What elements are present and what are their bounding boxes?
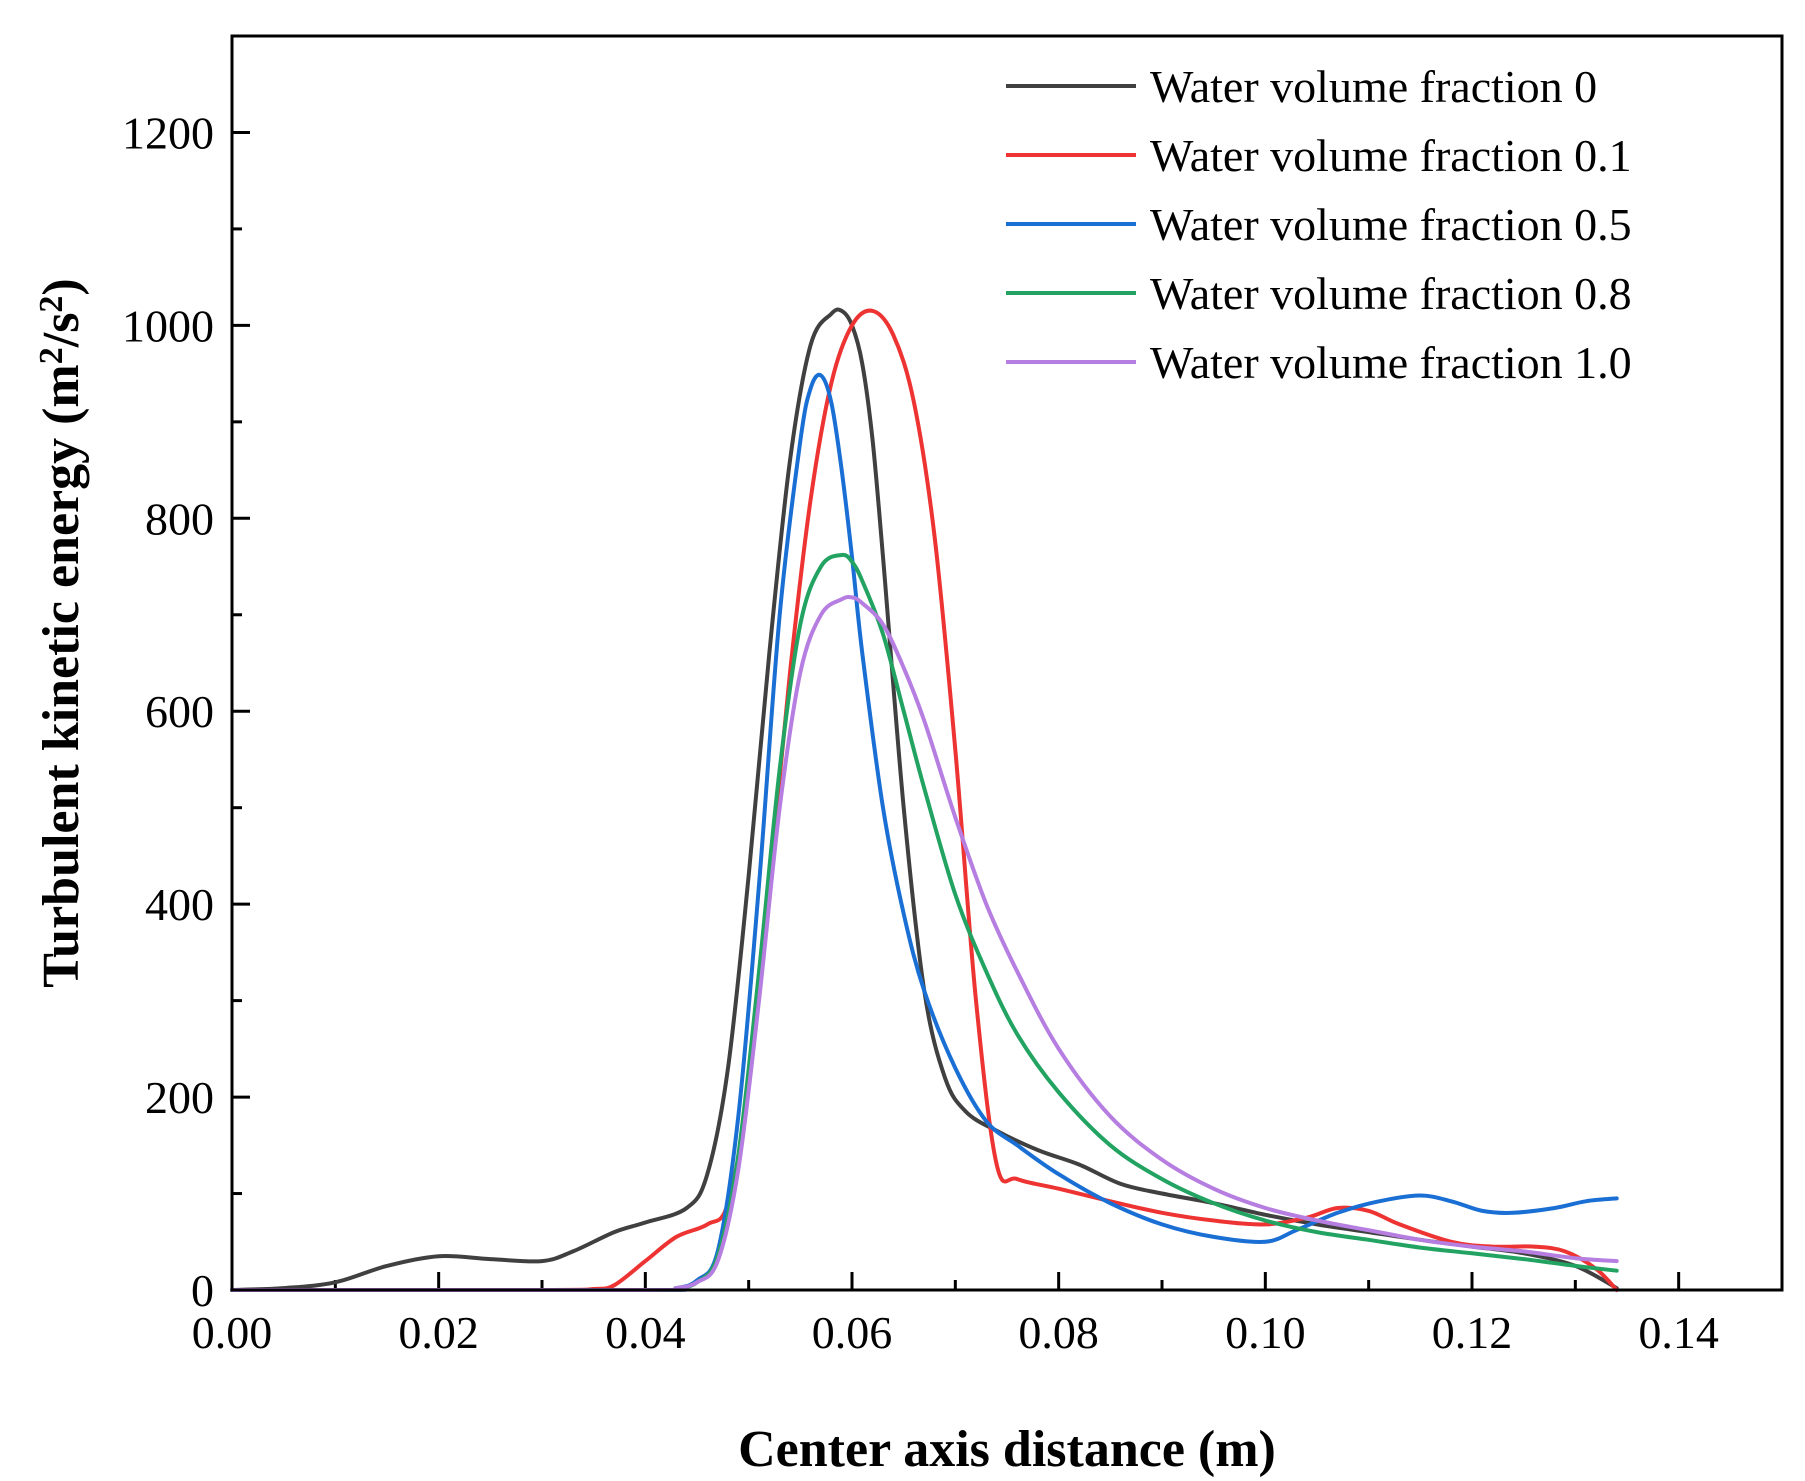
x-axis-title: Center axis distance (m) <box>738 1421 1276 1478</box>
x-tick-label: 0.06 <box>812 1307 893 1358</box>
x-tick-label: 0.12 <box>1432 1307 1513 1358</box>
y-tick-label: 1200 <box>122 107 214 158</box>
y-tick-label: 400 <box>145 879 214 930</box>
legend-label: Water volume fraction 0.8 <box>1150 268 1632 319</box>
series-line-2 <box>230 308 1619 1293</box>
y-tick-label: 800 <box>145 493 214 544</box>
series-line-3 <box>230 372 1619 1293</box>
plot-frame <box>230 34 1784 1292</box>
series-line-5 <box>230 594 1619 1293</box>
y-tick-label: 1000 <box>122 300 214 351</box>
legend: Water volume fraction 0 Water volume frac… <box>1006 61 1632 388</box>
series-line-1 <box>230 307 1619 1292</box>
y-tick-label: 200 <box>145 1072 214 1123</box>
y-axis-title-superscript-1: 2 <box>33 347 70 364</box>
x-tick-label: 0.04 <box>605 1307 686 1358</box>
x-tick-label: 0.00 <box>192 1307 273 1358</box>
legend-label: Water volume fraction 0.5 <box>1150 199 1632 250</box>
x-tick-label: 0.08 <box>1018 1307 1099 1358</box>
y-tick-label: 600 <box>145 686 214 737</box>
x-tick-label: 0.10 <box>1225 1307 1306 1358</box>
y-tick-label: 0 <box>191 1265 214 1316</box>
y-axis-title-main: Turbulent kinetic energy (m <box>33 364 90 988</box>
x-axis-ticks: 0.00 0.02 0.04 0.06 0.08 0.10 0.12 0.14 <box>192 1272 1719 1358</box>
x-tick-label: 0.14 <box>1638 1307 1719 1358</box>
y-axis-title: Turbulent kinetic energy (m2/s2) <box>33 278 90 988</box>
y-axis-ticks: 0 200 400 600 800 1000 1200 <box>122 107 250 1316</box>
x-tick-label: 0.02 <box>398 1307 479 1358</box>
y-axis-title-middle: /s <box>33 313 90 349</box>
series-lines <box>230 307 1619 1293</box>
legend-label: Water volume fraction 0.1 <box>1150 130 1632 181</box>
legend-label: Water volume fraction 0 <box>1150 61 1597 112</box>
y-axis-title-superscript-2: 2 <box>33 296 70 313</box>
y-axis-title-end: ) <box>33 278 90 295</box>
legend-label: Water volume fraction 1.0 <box>1150 337 1632 388</box>
